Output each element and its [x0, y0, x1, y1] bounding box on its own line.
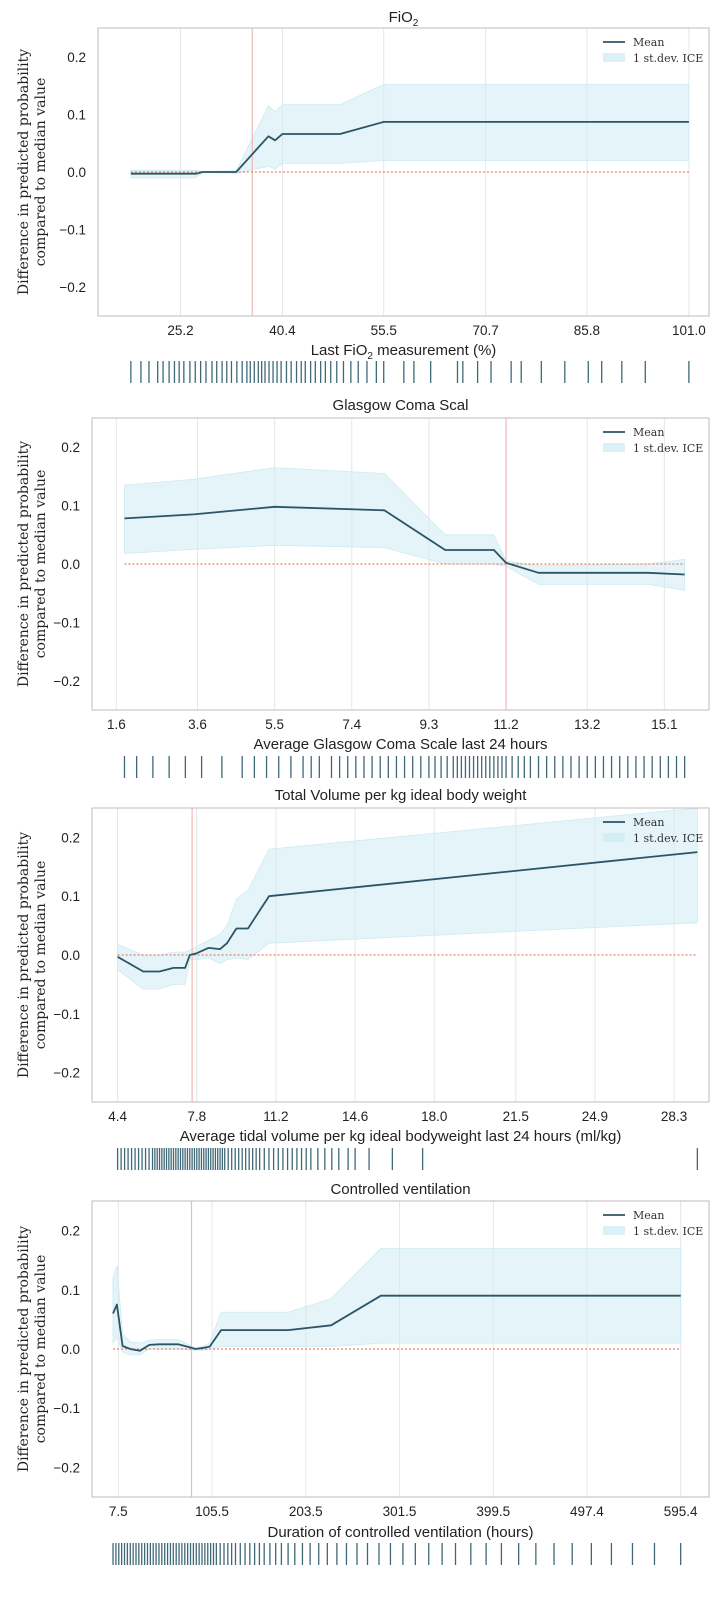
y-tick-label: −0.1 — [53, 1007, 80, 1022]
legend-mean-label: Mean — [633, 426, 664, 439]
x-tick-label: 399.5 — [476, 1504, 510, 1519]
legend-band-label: 1 st.dev. ICE — [633, 52, 703, 65]
x-axis-label: Last FiO2 measurement (%) — [311, 342, 497, 362]
plot-frame — [97, 27, 710, 317]
legend-band-label: 1 st.dev. ICE — [633, 442, 703, 455]
x-tick-label: 70.7 — [473, 323, 499, 338]
x-tick-label: 13.2 — [574, 717, 600, 732]
legend-mean-label: Mean — [633, 36, 664, 49]
y-tick-label: −0.1 — [59, 223, 86, 238]
plot-frame — [91, 417, 710, 711]
rug-plot — [112, 1543, 682, 1565]
x-tick-label: 25.2 — [167, 323, 193, 338]
rug-plot — [116, 1148, 699, 1170]
std-band — [124, 467, 685, 591]
x-tick-label: 28.3 — [661, 1109, 687, 1124]
std-band — [112, 1248, 682, 1356]
legend: Mean 1 st.dev. ICE — [603, 36, 703, 65]
x-tick-label: 497.4 — [570, 1504, 604, 1519]
y-tick-label: 0.1 — [67, 107, 86, 122]
chart-panel-1: 0.2 0.1 0.0 −0.1 −0.2 25.2 40.4 55.5 70.7 85.8 101… — [16, 9, 710, 383]
std-band — [130, 84, 690, 179]
y-tick-label: −0.2 — [53, 1066, 80, 1081]
x-tick-label: 18.0 — [421, 1109, 447, 1124]
x-tick-label: 595.4 — [664, 1504, 698, 1519]
y-tick-label: −0.2 — [53, 674, 80, 689]
chart-title: Total Volume per kg ideal body weight — [275, 787, 528, 804]
legend-band-swatch — [603, 443, 625, 452]
y-tick-label: 0.2 — [67, 50, 86, 65]
x-tick-label: 101.0 — [672, 323, 706, 338]
plot-frame — [91, 807, 710, 1103]
y-tick-label: 0.1 — [61, 499, 80, 514]
x-tick-label: 21.5 — [503, 1109, 529, 1124]
x-tick-label: 15.1 — [651, 717, 677, 732]
legend-band-swatch — [603, 1226, 625, 1235]
x-tick-label: 40.4 — [269, 323, 296, 338]
y-axis-label: Difference in predicted probabilitycompa… — [16, 1226, 49, 1472]
y-tick-label: 0.0 — [61, 557, 80, 572]
y-tick-label: 0.0 — [67, 165, 86, 180]
legend-band-swatch — [603, 833, 625, 842]
y-tick-label: 0.2 — [61, 1224, 80, 1239]
y-axis-label: Difference in predicted probabilitycompa… — [16, 49, 49, 295]
y-tick-label: −0.1 — [53, 615, 80, 630]
legend-band-swatch — [603, 53, 625, 62]
y-tick-label: 0.2 — [61, 830, 80, 845]
y-tick-label: 0.2 — [61, 440, 80, 455]
x-tick-label: 1.6 — [107, 717, 126, 732]
plot-frame — [91, 1200, 710, 1498]
y-tick-label: −0.1 — [53, 1401, 80, 1416]
legend-mean-label: Mean — [633, 816, 664, 829]
x-tick-label: 7.8 — [187, 1109, 206, 1124]
mean-line — [124, 505, 685, 576]
chart-title: Controlled ventilation — [330, 1181, 470, 1198]
x-tick-label: 11.2 — [493, 717, 518, 732]
x-axis-label: Duration of controlled ventilation (hour… — [268, 1524, 534, 1541]
y-tick-label: 0.1 — [61, 889, 80, 904]
y-tick-label: 0.0 — [61, 948, 80, 963]
y-axis-label: Difference in predicted probabilitycompa… — [16, 441, 49, 687]
rug-plot — [130, 361, 690, 383]
y-tick-label: 0.0 — [61, 1342, 80, 1357]
x-tick-label: 85.8 — [574, 323, 600, 338]
x-axis-label: Average tidal volume per kg ideal bodywe… — [180, 1128, 622, 1145]
x-tick-label: 7.4 — [342, 717, 361, 732]
x-tick-label: 4.4 — [108, 1109, 127, 1124]
x-tick-label: 55.5 — [371, 323, 397, 338]
x-tick-label: 5.5 — [265, 717, 284, 732]
x-tick-label: 3.6 — [188, 717, 207, 732]
chart-title: FiO2 — [389, 9, 419, 29]
legend: Mean 1 st.dev. ICE — [603, 1209, 703, 1238]
y-tick-label: 0.1 — [61, 1283, 80, 1298]
mean-line — [130, 121, 689, 175]
legend-mean-label: Mean — [633, 1209, 664, 1222]
rug-plot — [123, 756, 686, 778]
mean-line — [117, 851, 698, 973]
chart-panel-3: 0.2 0.1 0.0 −0.1 −0.2 4.4 7.8 11.2 14.6 18.0 21.5 2… — [16, 787, 710, 1170]
y-tick-label: −0.2 — [53, 1460, 80, 1475]
x-tick-label: 105.5 — [195, 1504, 229, 1519]
x-tick-label: 7.5 — [109, 1504, 128, 1519]
legend-band-label: 1 st.dev. ICE — [633, 1225, 703, 1238]
chart-title: Glasgow Coma Scal — [333, 397, 469, 414]
legend: Mean 1 st.dev. ICE — [603, 426, 703, 455]
legend: Mean 1 st.dev. ICE — [603, 816, 703, 845]
mean-line — [112, 1294, 681, 1352]
std-band — [117, 808, 698, 990]
x-tick-label: 203.5 — [289, 1504, 323, 1519]
x-tick-label: 9.3 — [420, 717, 439, 732]
x-tick-label: 24.9 — [582, 1109, 608, 1124]
x-axis-label: Average Glasgow Coma Scale last 24 hours — [253, 736, 547, 753]
chart-panel-2: 0.2 0.1 0.0 −0.1 −0.2 1.6 3.6 5.5 7.4 9.3 11.2 13.2… — [16, 397, 710, 778]
y-tick-label: −0.2 — [59, 280, 86, 295]
x-tick-label: 11.2 — [263, 1109, 288, 1124]
x-tick-label: 301.5 — [383, 1504, 417, 1519]
chart-panel-4: 0.2 0.1 0.0 −0.1 −0.2 7.5 105.5 203.5 301.5 399.5… — [16, 1181, 710, 1565]
x-tick-label: 14.6 — [342, 1109, 368, 1124]
legend-band-label: 1 st.dev. ICE — [633, 832, 703, 845]
y-axis-label: Difference in predicted probabilitycompa… — [16, 832, 49, 1078]
